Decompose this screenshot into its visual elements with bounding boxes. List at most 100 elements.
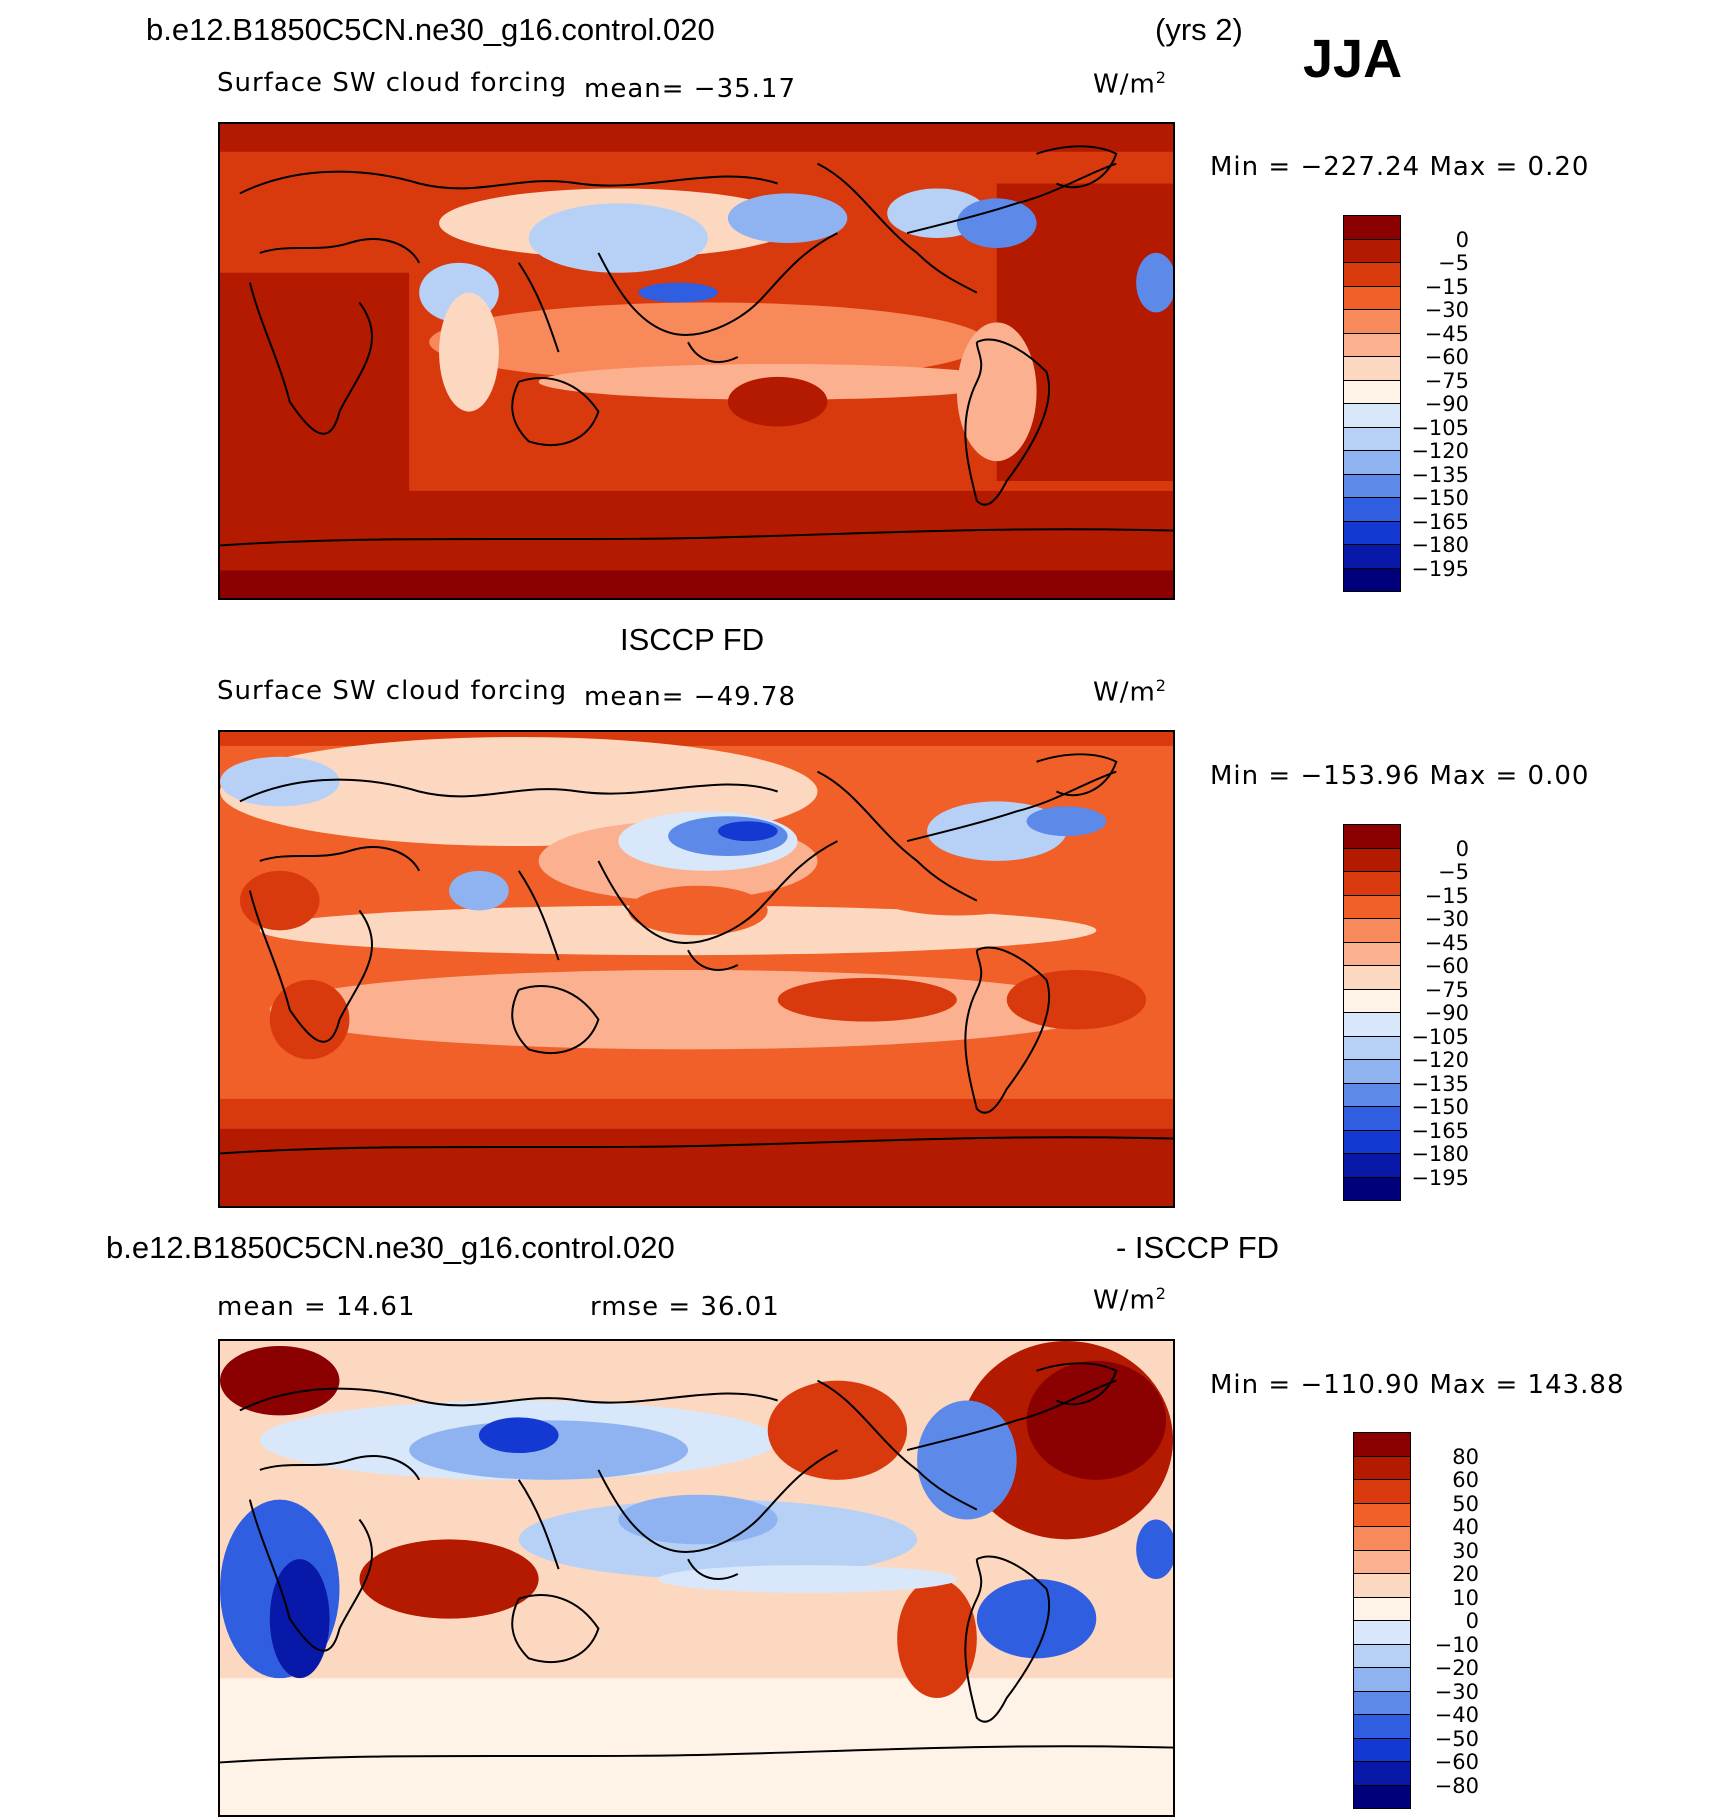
colorbar-tick-label: −135: [1411, 462, 1469, 487]
colorbar-swatch: [1343, 918, 1401, 943]
panel2-colorbar: 0 −5 −15 −30 −45 −60 −75 −90 −105 −120 −135 −150 −16…: [1343, 824, 1483, 1204]
colorbar-swatch: [1343, 238, 1401, 263]
panel3-colorbar: 80 60 50 40 30 20 10 0 −10 −20 −30 −40 −50 −60 −80: [1353, 1432, 1493, 1812]
colorbar-tick-label: −5: [1438, 251, 1469, 275]
colorbar-tick-label: 0: [1455, 836, 1469, 861]
colorbar-swatch: [1343, 965, 1401, 990]
panel1-map: [218, 122, 1175, 600]
colorbar-tick-label: −165: [1411, 1118, 1469, 1143]
colorbar-swatch: [1343, 473, 1401, 498]
colorbar-swatch: [1353, 1737, 1411, 1762]
colorbar-tick-label: −15: [1424, 274, 1469, 299]
colorbar-tick-label: 10: [1452, 1585, 1479, 1610]
colorbar-swatch: [1343, 1153, 1401, 1178]
panel1-map-svg: [220, 124, 1173, 598]
panel2-mean: mean= −49.78: [584, 682, 797, 712]
panel3-map-svg: [220, 1341, 1173, 1815]
colorbar-swatch: [1343, 871, 1401, 896]
colorbar-tick-label: −120: [1411, 1048, 1469, 1072]
panel3-rmse: rmse = 36.01: [590, 1292, 780, 1322]
colorbar-swatch: [1353, 1667, 1411, 1692]
colorbar-swatch: [1343, 356, 1401, 381]
colorbar-swatch: [1343, 332, 1401, 357]
colorbar-tick-label: −30: [1424, 907, 1469, 931]
colorbar-tick-label: −195: [1411, 556, 1469, 581]
colorbar-tick-label: −180: [1411, 1142, 1469, 1166]
colorbar-swatch: [1343, 1012, 1401, 1037]
case-title: b.e12.B1850C5CN.ne30_g16.control.020: [146, 12, 715, 47]
colorbar-tick-label: 40: [1452, 1515, 1479, 1539]
panel1-variable: Surface SW cloud forcing: [217, 68, 568, 98]
colorbar-swatch: [1343, 1082, 1401, 1107]
colorbar-swatch: [1343, 1129, 1401, 1154]
colorbar-swatch: [1353, 1502, 1411, 1527]
colorbar-swatch: [1353, 1690, 1411, 1715]
colorbar-swatch: [1353, 1479, 1411, 1504]
colorbar-tick-label: −60: [1424, 954, 1469, 978]
panel2-map-svg: [220, 732, 1173, 1206]
colorbar-swatch: [1343, 520, 1401, 545]
colorbar-swatch: [1353, 1549, 1411, 1574]
colorbar-swatch: [1343, 988, 1401, 1013]
panel1-minmax: Min = −227.24 Max = 0.20: [1210, 152, 1590, 182]
colorbar-tick-label: −75: [1424, 977, 1469, 1002]
colorbar-tick-label: −20: [1434, 1656, 1479, 1680]
colorbar-tick-label: −30: [1434, 1679, 1479, 1704]
colorbar-tick-label: −50: [1434, 1726, 1479, 1751]
colorbar-tick-label: 50: [1452, 1491, 1479, 1516]
colorbar-tick-label: −60: [1424, 345, 1469, 369]
panel2-units: W/m2: [1093, 676, 1167, 708]
colorbar-tick-label: −80: [1434, 1773, 1479, 1798]
colorbar-swatch: [1343, 497, 1401, 522]
colorbar-swatch: [1353, 1573, 1411, 1598]
colorbar-tick-label: −30: [1424, 298, 1469, 322]
colorbar-swatch: [1343, 1059, 1401, 1084]
panel3-units: W/m2: [1093, 1284, 1167, 1316]
colorbar-swatch: [1353, 1714, 1411, 1739]
colorbar-tick-label: 0: [1465, 1609, 1479, 1633]
colorbar-swatch: [1343, 847, 1401, 872]
colorbar-swatch: [1343, 567, 1401, 592]
panel2-minmax: Min = −153.96 Max = 0.00: [1210, 761, 1590, 791]
panel3-title-left: b.e12.B1850C5CN.ne30_g16.control.020: [106, 1230, 675, 1265]
colorbar-tick-label: −75: [1424, 368, 1469, 393]
colorbar-tick-label: −105: [1411, 415, 1469, 440]
colorbar-swatch: [1353, 1620, 1411, 1645]
colorbar-swatch: [1343, 285, 1401, 310]
colorbar-swatch: [1343, 1176, 1401, 1201]
panel3-minmax: Min = −110.90 Max = 143.88: [1210, 1370, 1625, 1400]
colorbar-swatch: [1343, 894, 1401, 919]
colorbar-tick-label: −150: [1411, 486, 1469, 510]
colorbar-swatch: [1353, 1643, 1411, 1668]
panel3-map: [218, 1339, 1175, 1817]
colorbar-swatch: [1343, 309, 1401, 334]
colorbar-tick-label: 20: [1452, 1562, 1479, 1586]
years-label: (yrs 2): [1155, 12, 1243, 47]
colorbar-tick-label: 60: [1452, 1468, 1479, 1492]
panel2-map: [218, 730, 1175, 1208]
colorbar-tick-label: 30: [1452, 1538, 1479, 1563]
colorbar-tick-label: −120: [1411, 439, 1469, 463]
colorbar-tick-label: −45: [1424, 930, 1469, 955]
colorbar-tick-label: −15: [1424, 883, 1469, 908]
colorbar-tick-label: −90: [1424, 1001, 1469, 1025]
colorbar-swatch: [1343, 403, 1401, 428]
colorbar-swatch: [1353, 1526, 1411, 1551]
colorbar-swatch: [1353, 1761, 1411, 1786]
colorbar-swatch: [1353, 1784, 1411, 1809]
colorbar-tick-label: −10: [1434, 1632, 1479, 1657]
season-label: JJA: [1303, 29, 1403, 89]
colorbar-swatch: [1343, 262, 1401, 287]
panel3-title-right: - ISCCP FD: [1116, 1230, 1280, 1265]
colorbar-tick-label: −60: [1434, 1750, 1479, 1774]
panel1-mean: mean= −35.17: [584, 74, 797, 104]
panel1-units: W/m2: [1093, 68, 1167, 100]
colorbar-tick-label: −165: [1411, 509, 1469, 534]
colorbar-tick-label: 80: [1452, 1444, 1479, 1469]
colorbar-tick-label: 0: [1455, 227, 1469, 252]
panel3-mean: mean = 14.61: [217, 1292, 416, 1322]
colorbar-swatch: [1343, 215, 1401, 240]
colorbar-swatch: [1343, 1035, 1401, 1060]
panel2-variable: Surface SW cloud forcing: [217, 676, 568, 706]
colorbar-swatch: [1343, 544, 1401, 569]
